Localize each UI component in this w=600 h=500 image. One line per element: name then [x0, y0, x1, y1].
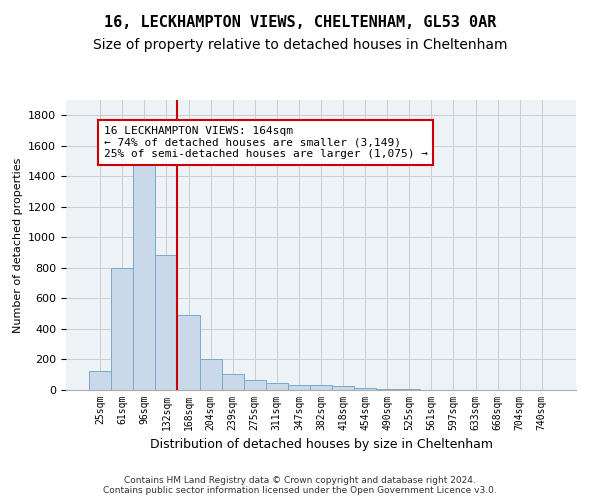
Bar — [133, 162, 155, 390]
Bar — [310, 386, 332, 390]
Bar — [376, 389, 398, 390]
Bar — [200, 358, 221, 390]
X-axis label: Distribution of detached houses by size in Cheltenham: Distribution of detached houses by size … — [149, 438, 493, 452]
Text: Contains HM Land Registry data © Crown copyright and database right 2024.
Contai: Contains HM Land Registry data © Crown c… — [103, 476, 497, 495]
Text: 16, LECKHAMPTON VIEWS, CHELTENHAM, GL53 0AR: 16, LECKHAMPTON VIEWS, CHELTENHAM, GL53 … — [104, 15, 496, 30]
Text: 16 LECKHAMPTON VIEWS: 164sqm
← 74% of detached houses are smaller (3,149)
25% of: 16 LECKHAMPTON VIEWS: 164sqm ← 74% of de… — [104, 126, 428, 159]
Bar — [398, 389, 421, 390]
Bar — [244, 380, 266, 390]
Bar — [354, 388, 376, 390]
Y-axis label: Number of detached properties: Number of detached properties — [13, 158, 23, 332]
Bar — [111, 268, 133, 390]
Bar — [155, 255, 178, 390]
Bar — [221, 374, 244, 390]
Bar — [89, 371, 111, 390]
Bar — [288, 384, 310, 390]
Bar — [332, 386, 354, 390]
Bar — [266, 383, 288, 390]
Bar — [178, 315, 200, 390]
Text: Size of property relative to detached houses in Cheltenham: Size of property relative to detached ho… — [93, 38, 507, 52]
